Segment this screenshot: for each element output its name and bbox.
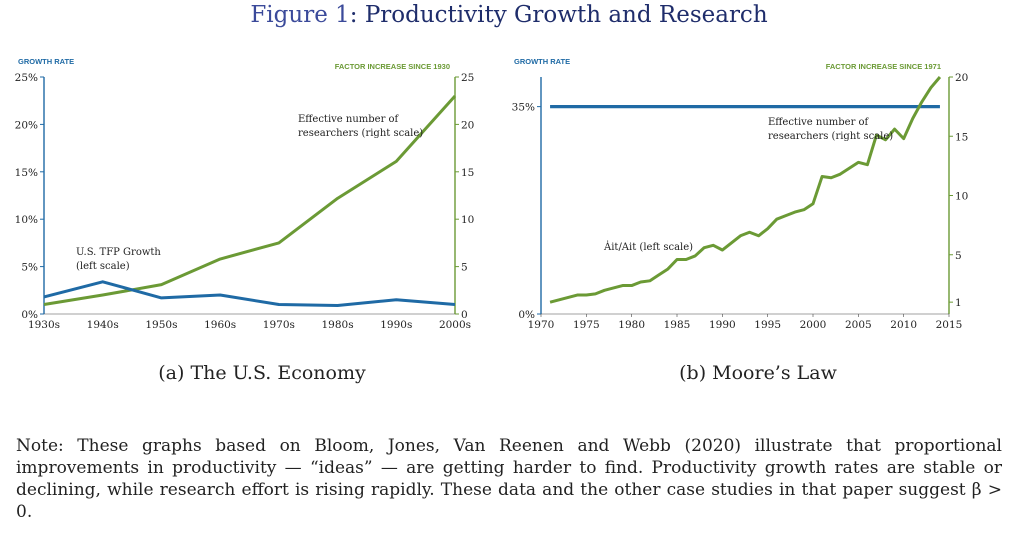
right-tick-label: 25 — [461, 72, 474, 84]
x-tick-label: 1995 — [754, 319, 781, 331]
x-tick-label: 1980s — [322, 319, 354, 331]
x-tick-label: 1930s — [28, 319, 60, 331]
right-axis-title: FACTOR INCREASE SINCE 1971 — [826, 62, 941, 71]
caption-moores-law: (b) Moore’s Law — [679, 362, 837, 384]
x-tick-label: 1970s — [263, 319, 295, 331]
chart-us-economy-svg: GROWTH RATE FACTOR INCREASE SINCE 1930 0% 5… — [15, 57, 475, 331]
x-tick-label: 1985 — [664, 319, 691, 331]
right-tick-label: 1 — [955, 297, 962, 309]
x-tick-label: 1940s — [87, 319, 119, 331]
left-axis-title: GROWTH RATE — [514, 57, 570, 66]
figure-title-prefix: Figure — [250, 2, 328, 28]
figure-note: Note: These graphs based on Bloom, Jones… — [16, 436, 1002, 522]
annotation-researchers: researchers (right scale) — [298, 128, 423, 139]
left-tick-label: 0% — [21, 309, 38, 321]
right-tick-label: 10 — [955, 191, 968, 203]
right-tick-label: 5 — [955, 250, 962, 262]
annotation-researchers: researchers (right scale) — [768, 131, 893, 142]
left-axis-title: GROWTH RATE — [18, 57, 74, 66]
x-tick-label: 1980 — [618, 319, 645, 331]
series-line-tfp-growth — [43, 280, 456, 307]
chart-us-economy: GROWTH RATE FACTOR INCREASE SINCE 1930 0% 5… — [0, 50, 500, 350]
x-tick-label: 1990 — [709, 319, 736, 331]
chart-moores-law-svg: GROWTH RATE FACTOR INCREASE SINCE 1971 0% 3… — [512, 57, 969, 331]
x-tick-label: 1960s — [204, 319, 236, 331]
x-tick-label: 2000 — [800, 319, 827, 331]
annotation-researchers: Effective number of — [298, 114, 400, 125]
right-tick-label: 15 — [955, 131, 968, 143]
right-tick-label: 5 — [461, 262, 468, 274]
right-tick-label: 20 — [461, 119, 474, 131]
x-tick-label: 2015 — [936, 319, 963, 331]
right-tick-label: 10 — [461, 214, 474, 226]
x-tick-label: 1975 — [573, 319, 600, 331]
left-tick-label: 20% — [15, 119, 38, 131]
series-line-researchers — [43, 94, 457, 307]
left-tick-label: 15% — [15, 167, 38, 179]
right-tick-label: 15 — [461, 167, 474, 179]
x-tick-label: 1970 — [528, 319, 555, 331]
left-tick-label: 5% — [21, 262, 38, 274]
chart-moores-law: GROWTH RATE FACTOR INCREASE SINCE 1971 0% 3… — [500, 50, 1000, 350]
x-tick-label: 2005 — [845, 319, 872, 331]
left-tick-label: 10% — [15, 214, 38, 226]
right-axis-title: FACTOR INCREASE SINCE 1930 — [335, 62, 450, 71]
left-tick-label: 25% — [15, 72, 38, 84]
x-tick-label: 1990s — [380, 319, 412, 331]
series-line-researchers — [549, 76, 942, 304]
figure-title: Figure 1: Productivity Growth and Resear… — [0, 2, 1018, 28]
x-tick-label: 2000s — [439, 319, 471, 331]
annotation-tfp-growth: U.S. TFP Growth — [76, 247, 161, 258]
x-tick-label: 2010 — [890, 319, 917, 331]
right-tick-label: 20 — [955, 72, 968, 84]
left-tick-label: 35% — [512, 102, 535, 114]
caption-us-economy: (a) The U.S. Economy — [158, 362, 366, 384]
annotation-growth-rate: Ȧit/Ait (left scale) — [603, 241, 693, 253]
figure-title-text: : Productivity Growth and Research — [349, 2, 768, 28]
x-tick-label: 1950s — [145, 319, 177, 331]
annotation-researchers: Effective number of — [768, 117, 870, 128]
figure-title-number: 1 — [335, 2, 350, 28]
left-tick-label: 0% — [518, 309, 535, 321]
right-tick-label: 0 — [461, 309, 468, 321]
annotation-tfp-growth: (left scale) — [76, 261, 130, 272]
